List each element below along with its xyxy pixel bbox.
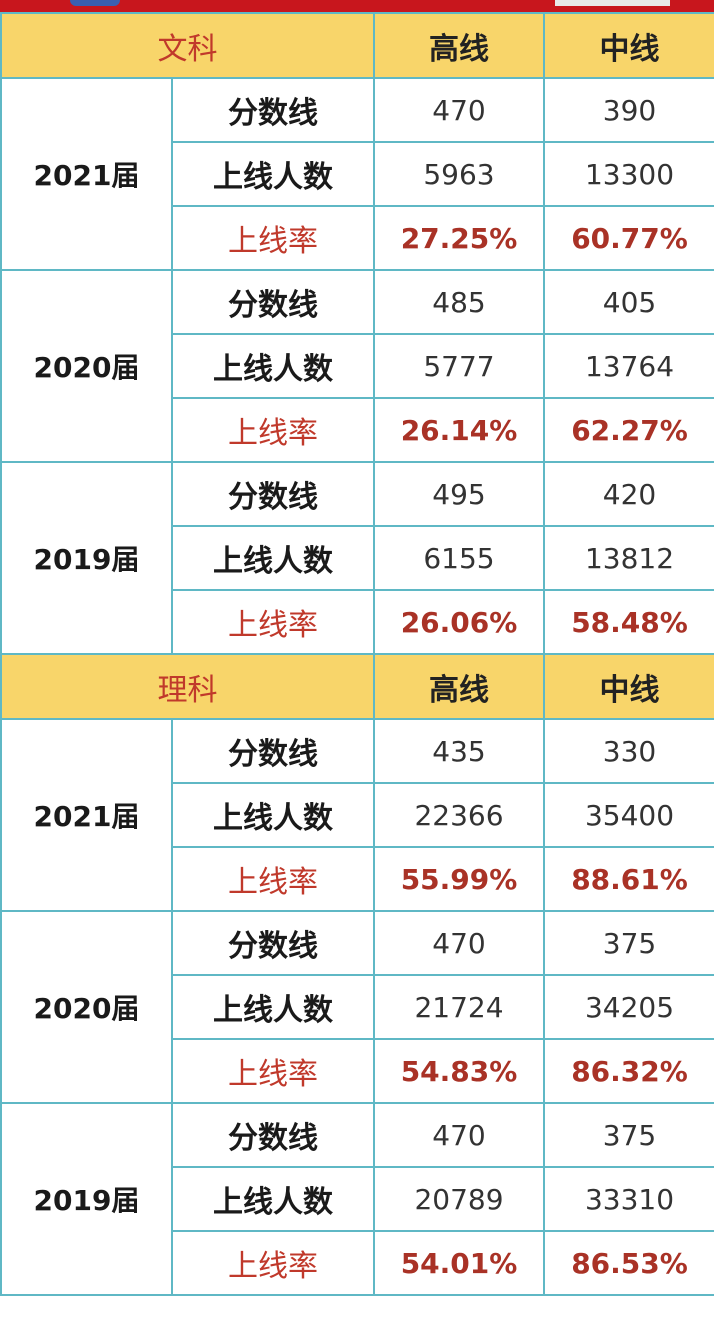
metric-label: 分数线	[171, 77, 375, 143]
year-label: 2020届	[0, 269, 173, 463]
mid-line-value: 405	[543, 269, 714, 335]
high-line-value: 20789	[373, 1166, 545, 1232]
banner-decoration-right	[555, 0, 670, 6]
mid-line-value: 420	[543, 461, 714, 527]
metric-label: 分数线	[171, 910, 375, 976]
metric-label: 分数线	[171, 269, 375, 335]
mid-line-value: 60.77%	[543, 205, 714, 271]
metric-label: 上线人数	[171, 525, 375, 591]
mid-line-value: 375	[543, 1102, 714, 1168]
table-row: 上线率 54.01% 86.53%	[1, 1230, 714, 1296]
year-label: 2019届	[0, 1102, 173, 1296]
mid-line-value: 13300	[543, 141, 714, 207]
mid-line-value: 13764	[543, 333, 714, 399]
high-line-value: 22366	[373, 782, 545, 848]
metric-label: 上线率	[171, 846, 375, 912]
metric-label: 上线率	[171, 1230, 375, 1296]
high-line-value: 495	[373, 461, 545, 527]
high-line-value: 27.25%	[373, 205, 545, 271]
column-header-mid: 中线	[543, 653, 714, 720]
mid-line-value: 390	[543, 77, 714, 143]
high-line-value: 470	[373, 77, 545, 143]
year-label: 2019届	[0, 461, 173, 655]
high-line-value: 5963	[373, 141, 545, 207]
high-line-value: 21724	[373, 974, 545, 1040]
table-row: 上线人数 20789 33310	[1, 1166, 714, 1232]
metric-label: 分数线	[171, 1102, 375, 1168]
metric-label: 上线人数	[171, 974, 375, 1040]
metric-label: 上线人数	[171, 1166, 375, 1232]
section-header-row: 理科 高线 中线	[0, 653, 714, 720]
table-row: 2021届 分数线 435 330	[0, 718, 714, 912]
table-row: 2019届 分数线 470 375	[0, 1102, 714, 1296]
high-line-value: 6155	[373, 525, 545, 591]
mid-line-value: 86.32%	[543, 1038, 714, 1104]
mid-line-value: 62.27%	[543, 397, 714, 463]
mid-line-value: 35400	[543, 782, 714, 848]
table-row: 上线人数 5777 13764	[1, 333, 714, 399]
table-row: 上线人数 5963 13300	[1, 141, 714, 207]
table-row: 上线率 55.99% 88.61%	[1, 846, 714, 912]
banner-decoration-left	[70, 0, 120, 6]
score-line-table: 文科 高线 中线 2021届 分数线 470 390 上线人数 5963 13300 上线率 27.2…	[0, 12, 714, 1296]
high-line-value: 54.83%	[373, 1038, 545, 1104]
metric-label: 上线率	[171, 589, 375, 655]
metric-label: 上线人数	[171, 333, 375, 399]
table-row: 上线人数 22366 35400	[1, 782, 714, 848]
table-row: 上线率 54.83% 86.32%	[1, 1038, 714, 1104]
mid-line-value: 86.53%	[543, 1230, 714, 1296]
mid-line-value: 58.48%	[543, 589, 714, 655]
metric-label: 上线率	[171, 1038, 375, 1104]
score-line-table-body: 文科 高线 中线 2021届 分数线 470 390 上线人数 5963 13300 上线率 27.2…	[0, 12, 714, 1296]
table-row: 2020届 分数线 470 375	[0, 910, 714, 1104]
table-row: 2020届 分数线 485 405	[0, 269, 714, 463]
table-row: 上线率 26.06% 58.48%	[1, 589, 714, 655]
table-row: 上线人数 21724 34205	[1, 974, 714, 1040]
year-label: 2021届	[0, 77, 173, 271]
column-header-mid: 中线	[543, 12, 714, 79]
metric-label: 上线率	[171, 205, 375, 271]
metric-label: 分数线	[171, 718, 375, 784]
mid-line-value: 13812	[543, 525, 714, 591]
column-header-high: 高线	[373, 653, 545, 720]
year-label: 2021届	[0, 718, 173, 912]
mid-line-value: 88.61%	[543, 846, 714, 912]
table-row: 2019届 分数线 495 420	[0, 461, 714, 655]
high-line-value: 54.01%	[373, 1230, 545, 1296]
mid-line-value: 33310	[543, 1166, 714, 1232]
mid-line-value: 34205	[543, 974, 714, 1040]
year-label: 2020届	[0, 910, 173, 1104]
column-header-high: 高线	[373, 12, 545, 79]
top-banner-strip	[0, 0, 714, 12]
section-header-row: 文科 高线 中线	[0, 12, 714, 79]
table-row: 上线率 27.25% 60.77%	[1, 205, 714, 271]
high-line-value: 26.14%	[373, 397, 545, 463]
high-line-value: 485	[373, 269, 545, 335]
table-row: 上线率 26.14% 62.27%	[1, 397, 714, 463]
metric-label: 上线人数	[171, 782, 375, 848]
high-line-value: 470	[373, 1102, 545, 1168]
high-line-value: 55.99%	[373, 846, 545, 912]
metric-label: 分数线	[171, 461, 375, 527]
table-row: 2021届 分数线 470 390	[0, 77, 714, 271]
high-line-value: 470	[373, 910, 545, 976]
high-line-value: 26.06%	[373, 589, 545, 655]
metric-label: 上线率	[171, 397, 375, 463]
high-line-value: 5777	[373, 333, 545, 399]
high-line-value: 435	[373, 718, 545, 784]
mid-line-value: 375	[543, 910, 714, 976]
subject-header: 理科	[0, 653, 375, 720]
subject-header: 文科	[0, 12, 375, 79]
mid-line-value: 330	[543, 718, 714, 784]
metric-label: 上线人数	[171, 141, 375, 207]
